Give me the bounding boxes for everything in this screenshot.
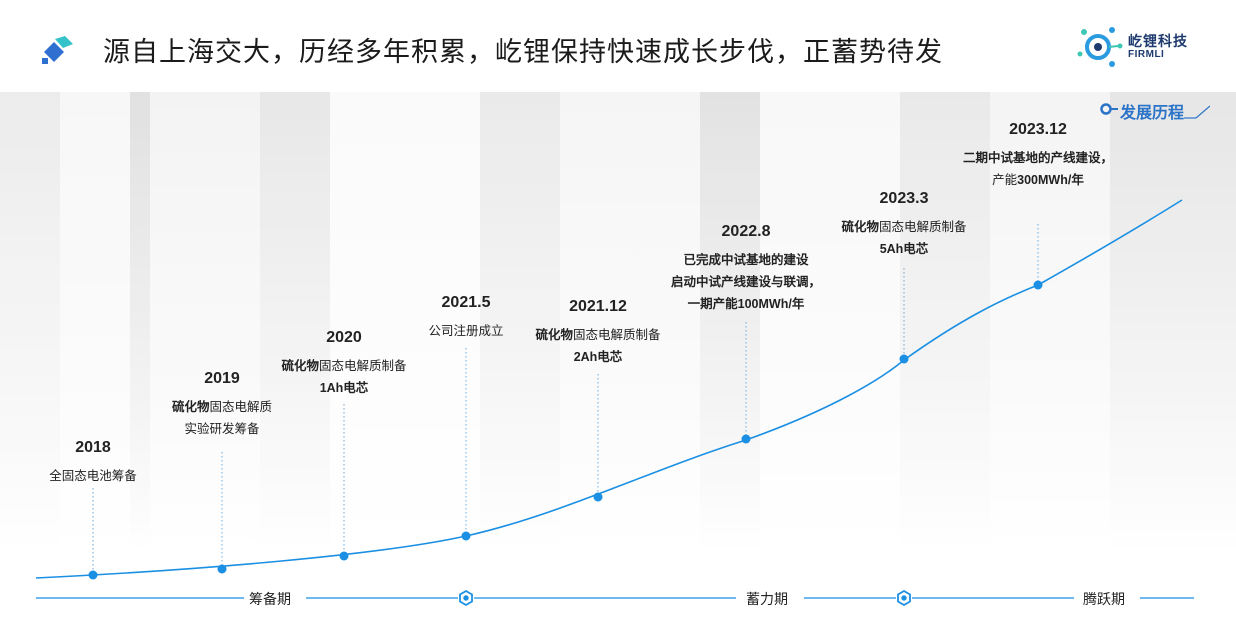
event-line: 二期中试基地的产线建设， (962, 151, 1113, 165)
phase-label-preparation: 筹备期 (249, 591, 291, 607)
event-2019: 2019 硫化物固态电解质 实验研发筹备 (152, 370, 292, 440)
event-line: 实验研发筹备 (184, 422, 260, 436)
section-tag-decoration (1100, 103, 1210, 119)
event-2021-12: 2021.12 硫化物固态电解质制备 2Ah电芯 (518, 298, 678, 368)
event-line: 公司注册成立 (428, 324, 504, 338)
event-2021-5: 2021.5 公司注册成立 (406, 294, 526, 342)
event-line: 硫化物固态电解质制备 (841, 220, 967, 234)
event-year: 2023.12 (1009, 121, 1067, 138)
connector-lines (92, 224, 1039, 575)
event-year: 2023.3 (879, 190, 929, 207)
page-title: 源自上海交大，历经多年积累，屹锂保持快速成长步伐，正蓄势待发 (103, 37, 943, 67)
event-line: 产能300MWh/年 (992, 173, 1084, 187)
event-line: 硫化物固态电解质制备 (281, 359, 407, 373)
section-tag-label: 发展历程 (1120, 105, 1185, 122)
event-2023-12: 2023.12 二期中试基地的产线建设， 产能300MWh/年 (948, 121, 1128, 191)
phase-divider-icon (459, 589, 911, 607)
event-line: 硫化物固态电解质 (171, 400, 273, 414)
logo-name-en: FIRMLI (1128, 49, 1165, 60)
event-line: 启动中试产线建设与联调， (670, 275, 821, 289)
event-year: 2021.12 (569, 298, 627, 315)
event-2023-3: 2023.3 硫化物固态电解质制备 5Ah电芯 (824, 190, 984, 260)
event-line: 5Ah电芯 (879, 242, 929, 256)
event-line: 已完成中试基地的建设 (683, 253, 809, 267)
event-line: 2Ah电芯 (573, 350, 623, 364)
phase-label-accumulation: 蓄力期 (746, 591, 788, 607)
event-line: 全固态电池筹备 (49, 469, 137, 483)
event-line: 硫化物固态电解质制备 (535, 328, 661, 342)
event-2018: 2018 全固态电池筹备 (35, 439, 151, 487)
background-texture (0, 90, 1236, 633)
event-year: 2022.8 (721, 223, 771, 240)
timeline-nodes (88, 280, 1043, 580)
event-year: 2019 (204, 370, 240, 387)
header (0, 0, 1236, 92)
event-year: 2020 (326, 329, 362, 346)
event-year: 2018 (75, 439, 111, 456)
event-2022-8: 2022.8 已完成中试基地的建设 启动中试产线建设与联调， 一期产能100MW… (656, 223, 836, 315)
event-2020: 2020 硫化物固态电解质制备 1Ah电芯 (264, 329, 424, 399)
diamond-bullet-icon (42, 36, 73, 64)
event-line: 一期产能100MWh/年 (687, 297, 805, 311)
logo-name-cn: 屹锂科技 (1128, 33, 1188, 49)
phase-label-leap: 腾跃期 (1083, 591, 1125, 607)
event-year: 2021.5 (441, 294, 491, 311)
event-line: 1Ah电芯 (319, 381, 369, 395)
firmli-logo-icon (1077, 27, 1123, 67)
